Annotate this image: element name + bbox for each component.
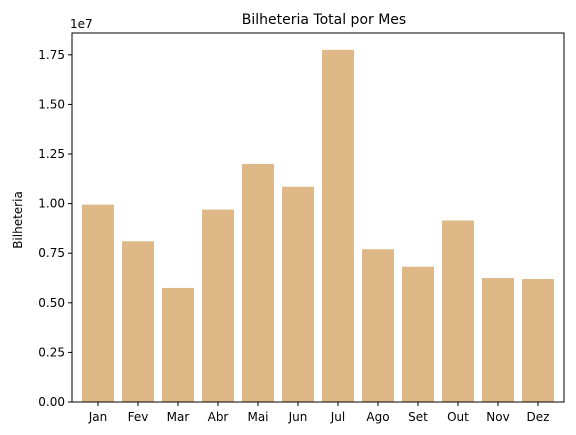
y-tick-label: 0.00 [38,395,65,409]
x-tick-label: Mar [167,410,190,424]
y-tick-label: 1.00 [38,197,65,211]
bar-jun [282,186,314,402]
x-tick-label: Jan [88,410,108,424]
plot-frame [71,32,565,403]
x-tick-label: Nov [486,410,509,424]
x-tick-label: Mai [247,410,268,424]
x-tick-label: Fev [128,410,149,424]
x-tick-label: Abr [208,410,229,424]
bar-abr [202,209,234,402]
y-axis-label: Bilheteria [11,191,25,249]
bar-fev [122,241,154,402]
bar-mai [242,163,274,402]
x-tick-label: Jul [330,410,345,424]
y-tick-label: 0.50 [38,296,65,310]
bar-dez [522,279,554,402]
x-tick-label: Set [408,410,428,424]
y-tick-label: 1.75 [38,48,65,62]
y-axis-ticks: 0.00 0.25 0.50 0.75 1.00 1.25 1.50 1.75 [38,48,72,409]
bar-mar [162,287,194,402]
y-axis-offset-label: 1e7 [70,17,93,31]
bar-jul [322,49,354,402]
bar-nov [482,278,514,402]
x-tick-label: Jun [288,410,308,424]
bar-ago [362,249,394,402]
x-tick-label: Out [447,410,469,424]
bar-set [402,266,434,402]
x-tick-label: Ago [366,410,389,424]
bar-jan [82,204,114,402]
bar-out [442,220,474,402]
y-tick-label: 0.25 [38,345,65,359]
y-tick-label: 1.50 [38,97,65,111]
x-tick-label: Dez [527,410,550,424]
bars-group [82,49,554,402]
y-tick-label: 1.25 [38,147,65,161]
chart-title: Bilheteria Total por Mes [242,12,406,28]
x-axis-ticks: Jan Fev Mar Abr Mai Jun Jul Ago Set Out Nov Dez [88,402,550,424]
y-tick-label: 0.75 [38,246,65,260]
